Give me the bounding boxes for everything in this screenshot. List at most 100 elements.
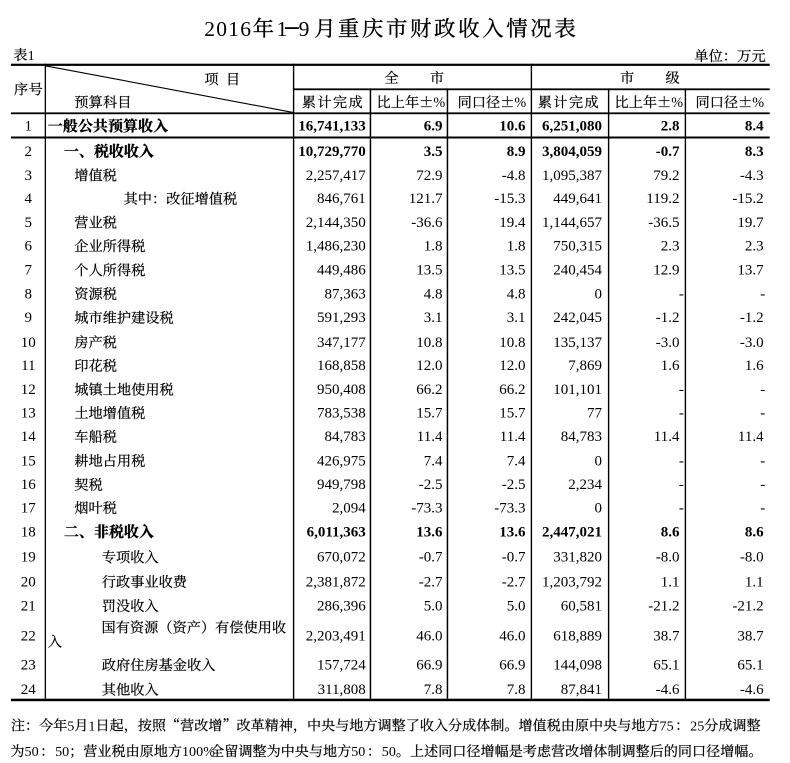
svg-text:0: 0 [595,453,603,469]
svg-text:-36.6: -36.6 [411,215,443,231]
svg-text:13: 13 [21,406,36,422]
svg-text:23: 23 [21,658,36,674]
svg-text:2: 2 [25,144,33,160]
svg-text:-4.6: -4.6 [740,682,764,698]
svg-text:-2.5: -2.5 [502,477,526,493]
svg-text:66.2: 66.2 [416,382,442,398]
svg-text:15: 15 [21,453,36,469]
svg-text:3: 3 [25,168,33,184]
svg-text:21: 21 [21,599,36,615]
svg-text:311,808: 311,808 [318,682,366,698]
svg-text:1.1: 1.1 [661,574,680,590]
svg-text:6: 6 [25,239,33,255]
svg-text:2,203,491: 2,203,491 [306,628,366,644]
svg-text:7: 7 [25,263,33,279]
svg-text:12.0: 12.0 [416,358,442,374]
svg-text:3.1: 3.1 [424,310,443,326]
svg-text:618,889: 618,889 [553,628,602,644]
svg-text:1,144,657: 1,144,657 [542,215,603,231]
svg-text:10.8: 10.8 [499,335,525,351]
svg-text:-0.7: -0.7 [419,550,443,566]
svg-text:2,234: 2,234 [568,477,602,493]
svg-text:2.8: 2.8 [661,119,680,135]
svg-text:331,820: 331,820 [553,550,602,566]
svg-text:9: 9 [25,310,33,326]
svg-text:-: - [760,406,765,422]
svg-text:-: - [760,286,765,302]
svg-text:-36.5: -36.5 [648,215,679,231]
svg-text:15.7: 15.7 [416,406,443,422]
svg-text:3.5: 3.5 [424,144,443,160]
svg-text:286,396: 286,396 [317,599,366,615]
svg-text:-2.5: -2.5 [419,477,443,493]
svg-text:20: 20 [21,574,36,590]
svg-text:8.3: 8.3 [745,144,764,160]
svg-text:1,095,387: 1,095,387 [542,168,603,184]
svg-text:11.4: 11.4 [417,429,443,445]
svg-text:60,581: 60,581 [561,599,602,615]
svg-text:7.4: 7.4 [507,453,526,469]
svg-text:24: 24 [21,682,37,698]
svg-text:38.7: 38.7 [653,628,680,644]
svg-text:7.4: 7.4 [424,453,443,469]
svg-text:-: - [679,382,684,398]
svg-text:11.4: 11.4 [738,429,764,445]
svg-text:87,363: 87,363 [325,286,366,302]
svg-text:17: 17 [21,500,37,516]
svg-text:101,101: 101,101 [553,382,602,398]
svg-text:6,011,363: 6,011,363 [307,525,366,541]
svg-text:7,869: 7,869 [568,358,602,374]
svg-text:11.4: 11.4 [654,429,680,445]
svg-text:1,486,230: 1,486,230 [306,239,366,255]
svg-text:1: 1 [25,119,33,135]
svg-text:13.6: 13.6 [416,525,443,541]
svg-text:-3.0: -3.0 [740,335,764,351]
svg-text:%: % [671,95,683,111]
svg-text:38.7: 38.7 [737,628,764,644]
svg-text:168,858: 168,858 [317,358,366,374]
svg-text:0: 0 [595,286,603,302]
svg-text:670,072: 670,072 [317,550,366,566]
svg-text:-1.2: -1.2 [740,310,764,326]
svg-text:-73.3: -73.3 [411,500,442,516]
svg-text:-: - [679,406,684,422]
svg-text:-: - [760,500,765,516]
svg-text:84,783: 84,783 [325,429,366,445]
svg-text:949,798: 949,798 [317,477,366,493]
svg-text:242,045: 242,045 [553,310,602,326]
svg-text:10,729,770: 10,729,770 [298,144,366,160]
svg-text:22: 22 [21,628,36,644]
svg-text:77: 77 [587,406,603,422]
svg-text:8.4: 8.4 [745,119,764,135]
svg-text:3,804,059: 3,804,059 [542,144,602,160]
svg-text:-: - [760,477,765,493]
svg-text:10.6: 10.6 [499,119,526,135]
svg-text:240,454: 240,454 [553,263,602,279]
svg-text:5: 5 [25,215,33,231]
svg-text:2.3: 2.3 [745,239,764,255]
svg-text:2,144,350: 2,144,350 [306,215,366,231]
svg-text:517525: 517525 [67,718,704,734]
svg-text:-15.2: -15.2 [732,191,763,207]
svg-text:46.0: 46.0 [416,628,442,644]
svg-text:-8.0: -8.0 [656,550,680,566]
svg-text:-2.7: -2.7 [502,574,526,590]
svg-text:1.1: 1.1 [745,574,764,590]
svg-text:%: % [433,95,445,111]
svg-text:-15.3: -15.3 [494,191,525,207]
svg-text:14: 14 [21,429,37,445]
svg-text:-73.3: -73.3 [494,500,525,516]
svg-text:13.5: 13.5 [416,263,442,279]
svg-text:783,538: 783,538 [317,406,366,422]
svg-text:-4.3: -4.3 [740,168,764,184]
svg-text:8.6: 8.6 [745,525,764,541]
svg-text:6,251,080: 6,251,080 [542,119,602,135]
svg-text:-0.7: -0.7 [656,144,680,160]
svg-text:4.8: 4.8 [424,286,443,302]
svg-text:135,137: 135,137 [553,335,602,351]
svg-text:2.3: 2.3 [661,239,680,255]
svg-text:591,293: 591,293 [317,310,366,326]
svg-text:2,094: 2,094 [332,500,366,516]
svg-text:1,203,792: 1,203,792 [542,574,602,590]
svg-text:0: 0 [595,500,603,516]
